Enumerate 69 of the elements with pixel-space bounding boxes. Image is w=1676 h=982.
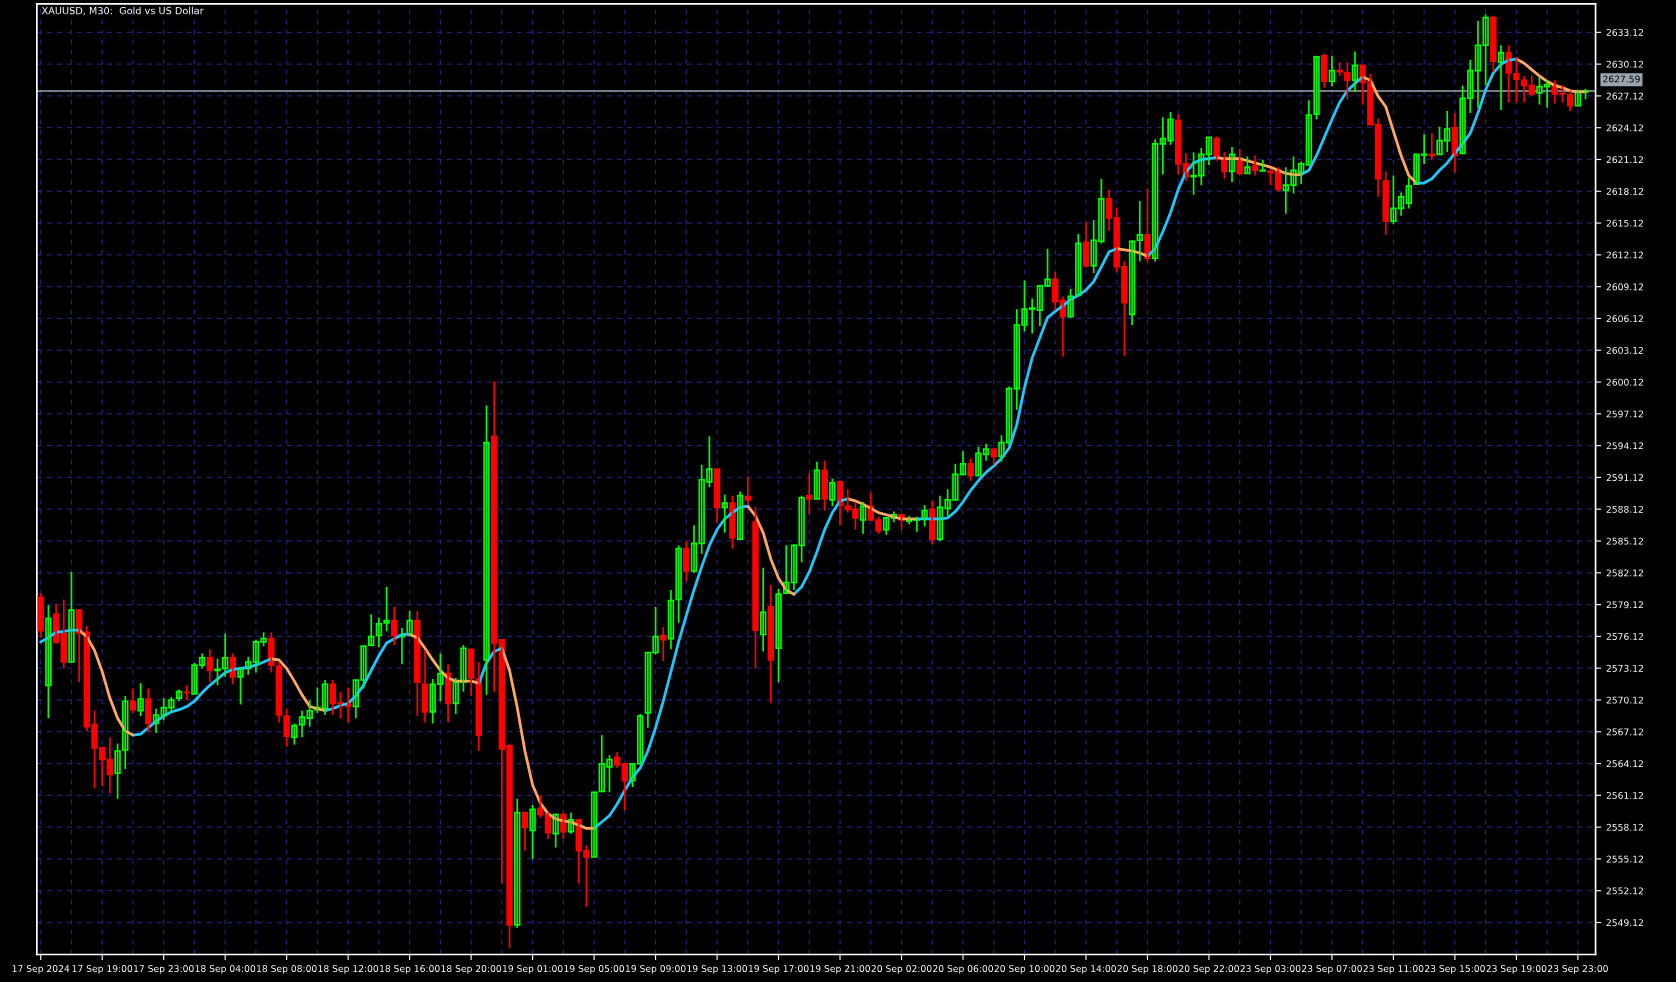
x-tick-label: 23 Sep 23:00 — [1547, 965, 1608, 974]
y-tick-label: 2600.12 — [1606, 378, 1643, 386]
chart-title: XAUUSD, M30: Gold vs US Dollar — [41, 6, 204, 16]
candlestick — [821, 459, 828, 512]
y-tick-label: 2582.12 — [1606, 569, 1643, 577]
y-tick-label: 2633.12 — [1606, 29, 1643, 36]
y-tick-label: 2615.12 — [1606, 219, 1643, 227]
x-tick-label: 20 Sep 14:00 — [1056, 965, 1116, 974]
y-tick-label: 2624.12 — [1606, 124, 1643, 132]
x-tick-label: 17 Sep 2024 — [12, 965, 70, 974]
y-tick-label: 2627.12 — [1606, 92, 1643, 100]
y-tick-label: 2612.12 — [1606, 251, 1643, 259]
x-tick-label: 20 Sep 02:00 — [871, 965, 932, 974]
candlestick — [675, 544, 682, 624]
candlestick — [590, 791, 598, 858]
x-tick-label: 23 Sep 07:00 — [1302, 965, 1362, 974]
x-tick-label: 18 Sep 12:00 — [318, 965, 379, 974]
y-tick-label: 2603.12 — [1606, 346, 1643, 354]
candlestick — [1259, 158, 1266, 173]
y-tick-label: 2576.12 — [1606, 633, 1643, 640]
x-tick-label: 20 Sep 22:00 — [1179, 965, 1239, 974]
x-tick-label: 19 Sep 21:00 — [810, 965, 871, 974]
candlestick — [291, 722, 298, 746]
y-tick-label: 2573.12 — [1606, 664, 1643, 672]
x-tick-label: 19 Sep 17:00 — [748, 965, 809, 974]
y-tick-label: 2555.12 — [1606, 855, 1643, 863]
candlestick — [483, 404, 490, 696]
y-tick-label: 2558.12 — [1606, 823, 1643, 831]
candlestick — [68, 571, 75, 663]
y-tick-label: 2606.12 — [1606, 315, 1643, 323]
candlestick — [137, 682, 144, 717]
y-tick-label: 2585.12 — [1606, 537, 1643, 545]
y-tick-label: 2630.12 — [1606, 60, 1643, 68]
x-tick-label: 23 Sep 15:00 — [1424, 965, 1485, 974]
y-tick-label: 2618.12 — [1606, 187, 1643, 195]
x-tick-label: 17 Sep 19:00 — [72, 965, 133, 974]
x-tick-label: 19 Sep 05:00 — [564, 965, 625, 974]
candlestick — [829, 477, 836, 508]
x-tick-label: 23 Sep 03:00 — [1240, 965, 1301, 974]
y-tick-label: 2609.12 — [1606, 283, 1643, 291]
candlestick — [529, 804, 536, 860]
x-tick-label: 19 Sep 01:00 — [503, 965, 563, 974]
y-tick-label: 2549.12 — [1606, 919, 1643, 927]
x-tick-label: 19 Sep 09:00 — [625, 965, 686, 974]
x-tick-label: 18 Sep 08:00 — [257, 965, 317, 974]
x-tick-label: 18 Sep 20:00 — [441, 965, 502, 974]
y-tick-label: 2588.12 — [1606, 505, 1643, 513]
x-tick-label: 20 Sep 06:00 — [933, 965, 993, 974]
y-tick-label: 2597.12 — [1606, 410, 1643, 418]
y-tick-label: 2579.12 — [1606, 601, 1643, 609]
y-tick-label: 2621.12 — [1606, 156, 1643, 164]
candlestick — [183, 684, 190, 702]
x-tick-label: 18 Sep 16:00 — [380, 965, 440, 974]
y-tick-label: 2564.12 — [1606, 760, 1643, 768]
y-tick-label: 2570.12 — [1606, 696, 1643, 704]
y-tick-label: 2594.12 — [1606, 442, 1643, 450]
x-tick-label: 17 Sep 23:00 — [134, 965, 194, 974]
y-tick-label: 2591.12 — [1606, 474, 1643, 482]
x-tick-label: 20 Sep 10:00 — [994, 965, 1055, 974]
x-tick-label: 18 Sep 04:00 — [195, 965, 256, 974]
x-tick-label: 19 Sep 13:00 — [687, 965, 748, 974]
y-tick-label: 2552.12 — [1606, 887, 1643, 895]
ref-line-label: 2627.59 — [1603, 75, 1640, 83]
candlestick — [752, 506, 759, 670]
y-tick-label: 2561.12 — [1606, 792, 1643, 799]
x-tick-label: 23 Sep 11:00 — [1363, 965, 1424, 974]
x-tick-label: 23 Sep 19:00 — [1486, 965, 1547, 974]
x-tick-label: 20 Sep 18:00 — [1117, 965, 1178, 974]
y-tick-label: 2567.12 — [1606, 728, 1643, 736]
